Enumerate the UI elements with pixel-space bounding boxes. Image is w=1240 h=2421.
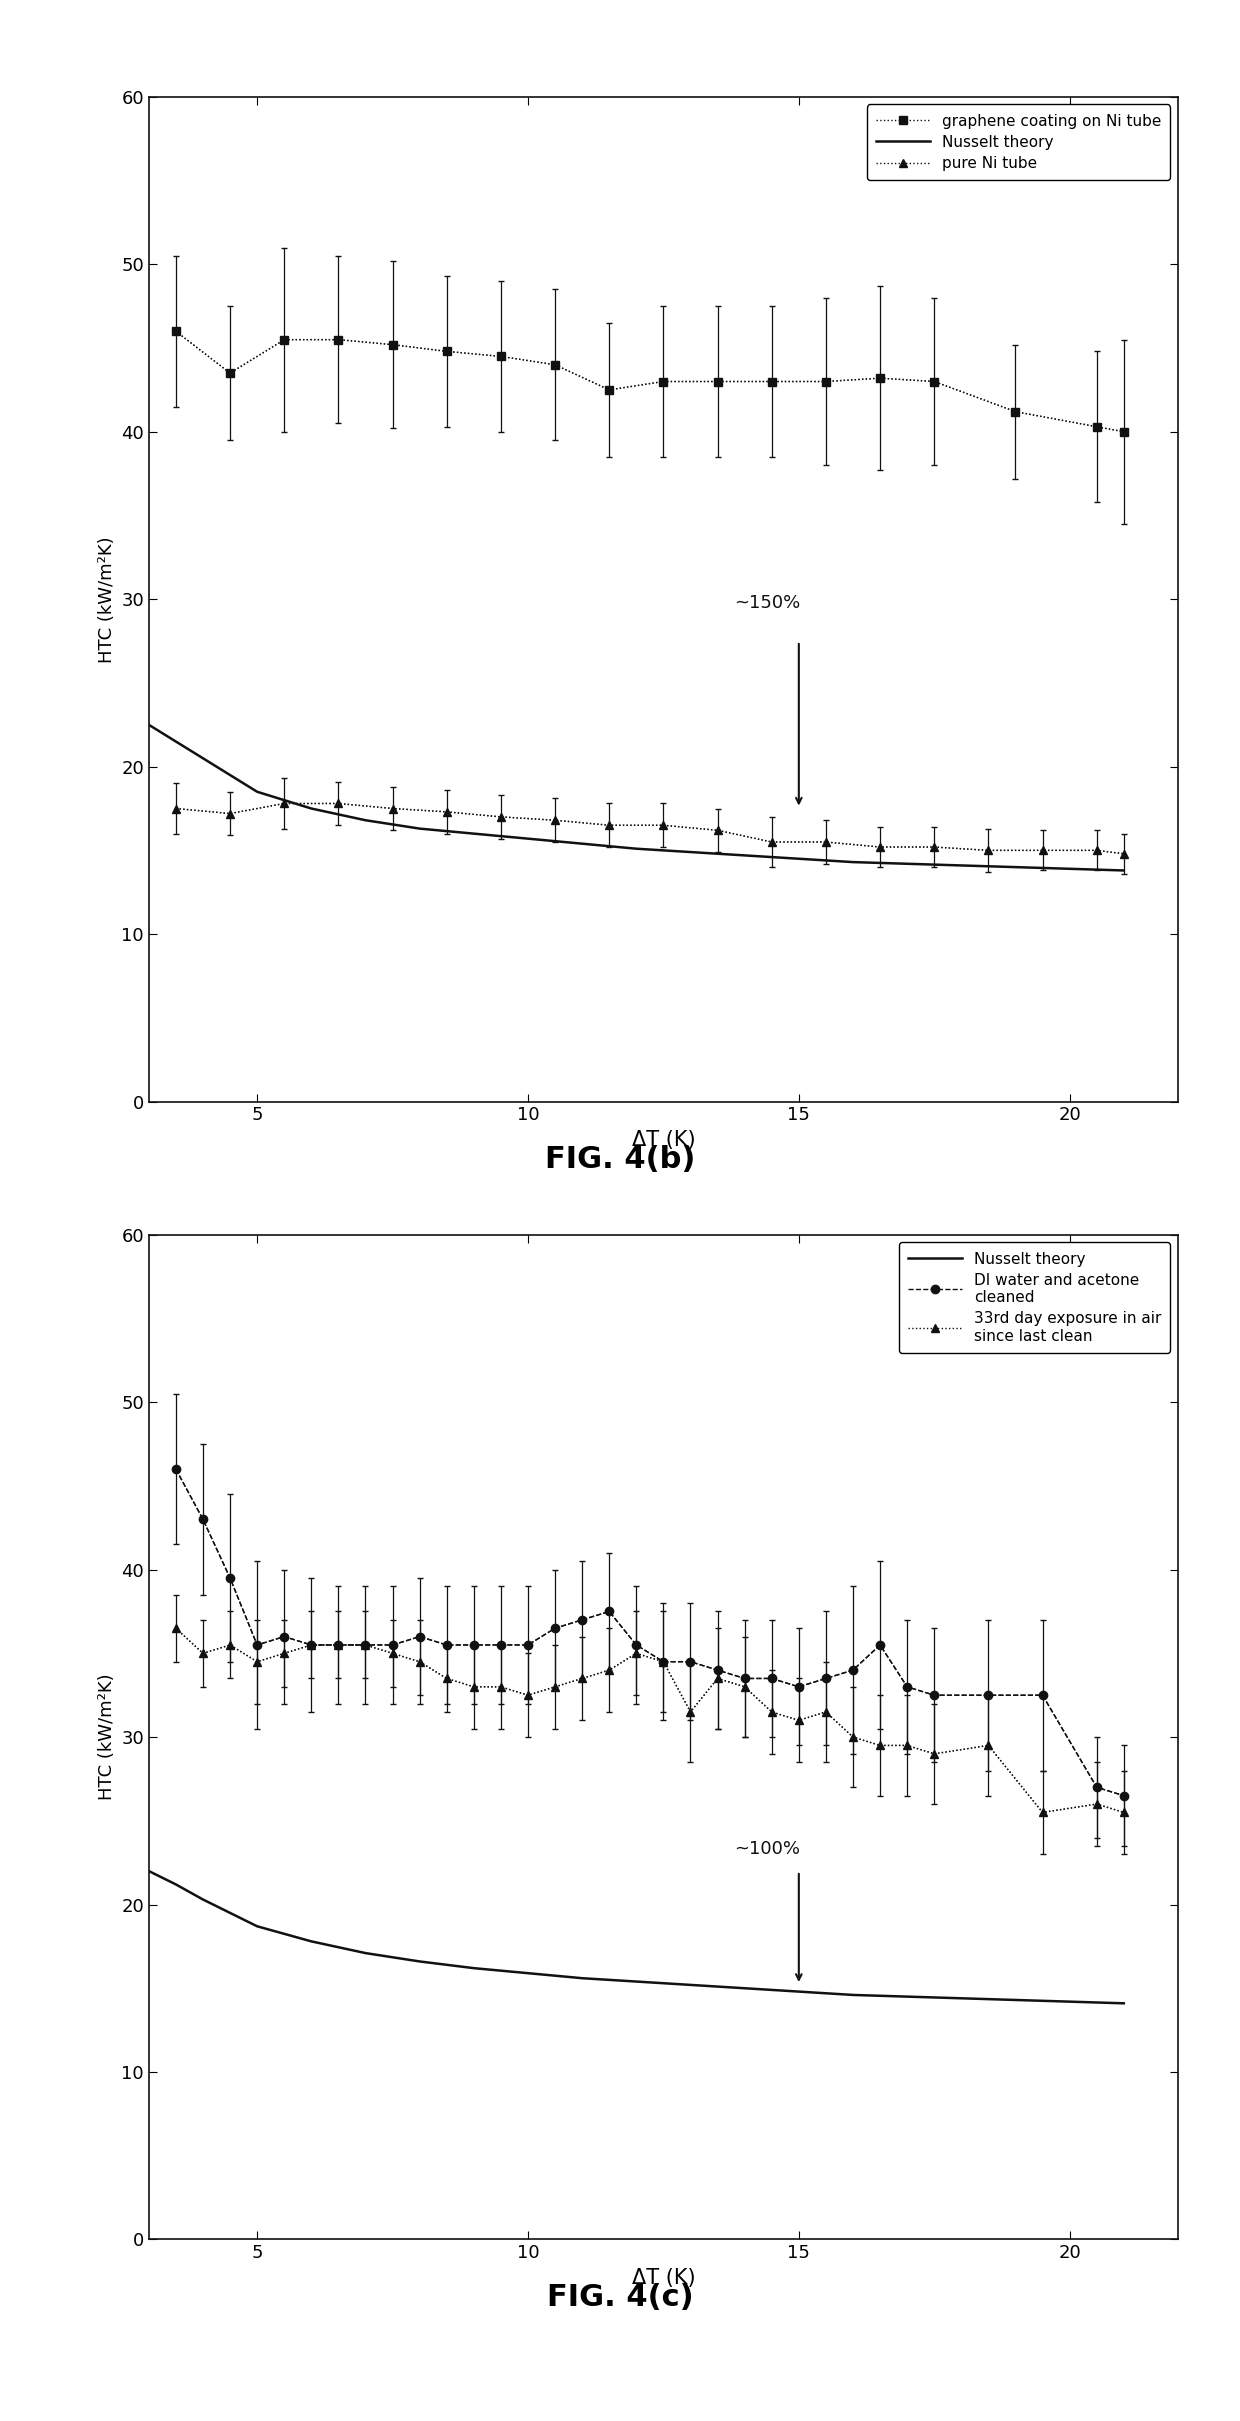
- Text: FIG. 4(c): FIG. 4(c): [547, 2283, 693, 2312]
- Text: FIG. 4(b): FIG. 4(b): [544, 1145, 696, 1174]
- X-axis label: ΔT (K): ΔT (K): [631, 1131, 696, 1150]
- Y-axis label: HTC (kW/m²K): HTC (kW/m²K): [98, 1673, 115, 1801]
- Legend: graphene coating on Ni tube, Nusselt theory, pure Ni tube: graphene coating on Ni tube, Nusselt the…: [867, 104, 1171, 179]
- X-axis label: ΔT (K): ΔT (K): [631, 2268, 696, 2288]
- Text: ~100%: ~100%: [734, 1840, 800, 1859]
- Legend: Nusselt theory, DI water and acetone
cleaned, 33rd day exposure in air
since las: Nusselt theory, DI water and acetone cle…: [899, 1242, 1171, 1353]
- Text: ~150%: ~150%: [734, 593, 800, 613]
- Y-axis label: HTC (kW/m²K): HTC (kW/m²K): [98, 535, 115, 663]
